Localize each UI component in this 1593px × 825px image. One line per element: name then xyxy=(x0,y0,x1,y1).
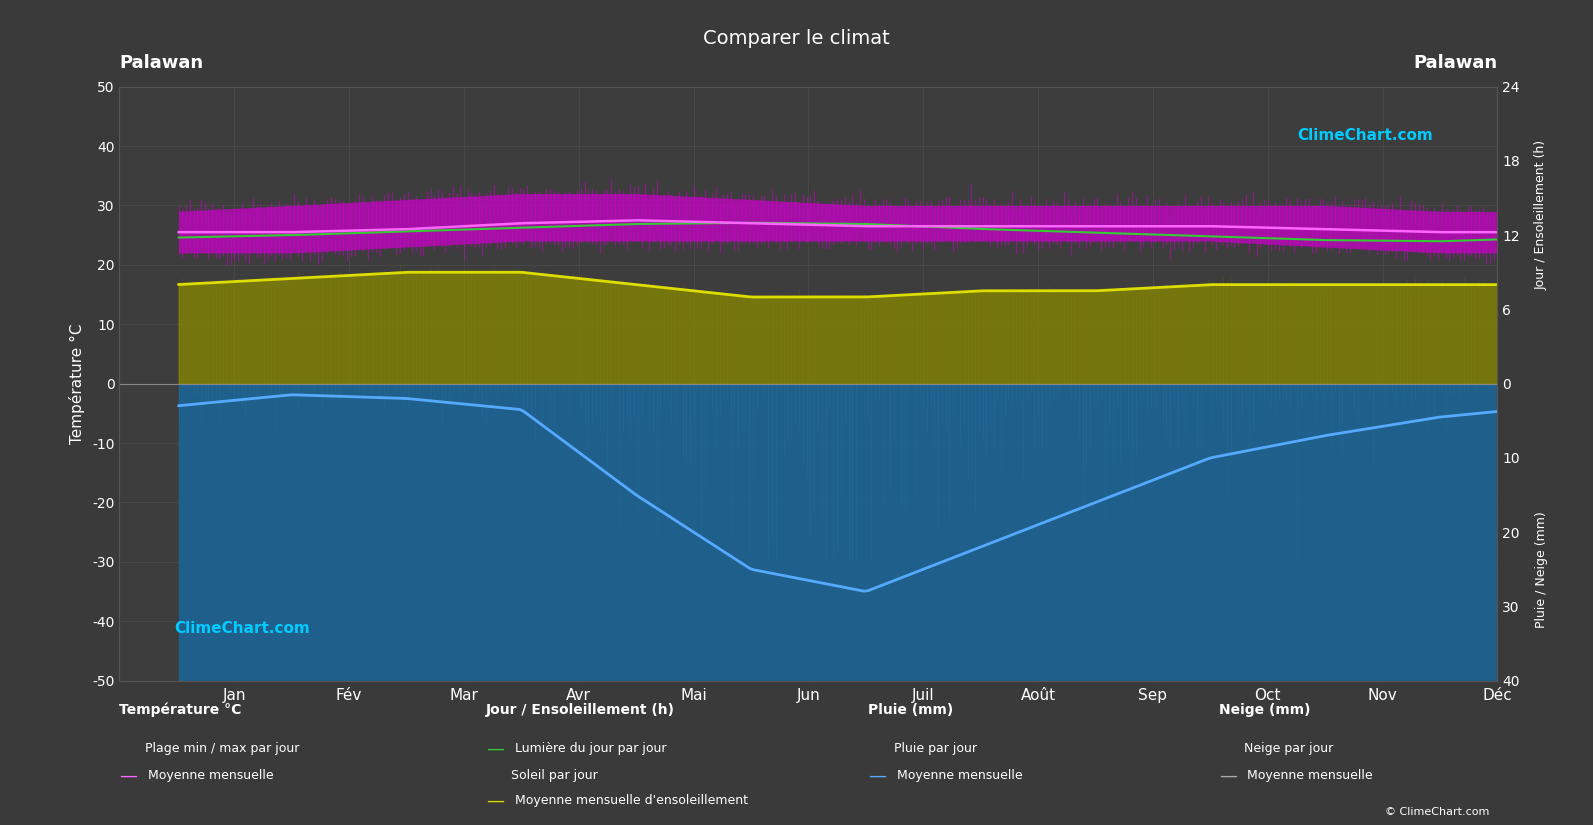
Text: Neige (mm): Neige (mm) xyxy=(1219,703,1309,717)
Text: Pluie / Neige (mm): Pluie / Neige (mm) xyxy=(1534,511,1548,628)
Text: Palawan: Palawan xyxy=(1413,54,1497,72)
Text: Température °C: Température °C xyxy=(119,702,242,717)
Text: —: — xyxy=(119,766,137,785)
Text: Jour / Ensoleillement (h): Jour / Ensoleillement (h) xyxy=(486,703,675,717)
Text: Comparer le climat: Comparer le climat xyxy=(703,29,890,48)
Text: —: — xyxy=(486,739,503,757)
Text: Plage min / max par jour: Plage min / max par jour xyxy=(145,742,299,755)
Text: Jour / Ensoleillement (h): Jour / Ensoleillement (h) xyxy=(1534,139,1548,290)
Text: Moyenne mensuelle: Moyenne mensuelle xyxy=(897,769,1023,782)
Text: —: — xyxy=(868,766,886,785)
Text: Moyenne mensuelle: Moyenne mensuelle xyxy=(1247,769,1373,782)
Text: —: — xyxy=(1219,766,1236,785)
Text: © ClimeChart.com: © ClimeChart.com xyxy=(1384,807,1489,817)
Text: —: — xyxy=(486,791,503,809)
Text: Lumière du jour par jour: Lumière du jour par jour xyxy=(515,742,666,755)
Text: Soleil par jour: Soleil par jour xyxy=(511,769,597,782)
Text: ClimeChart.com: ClimeChart.com xyxy=(1298,128,1434,144)
Y-axis label: Température °C: Température °C xyxy=(68,323,84,444)
Text: Moyenne mensuelle d'ensoleillement: Moyenne mensuelle d'ensoleillement xyxy=(515,794,747,807)
Text: Moyenne mensuelle: Moyenne mensuelle xyxy=(148,769,274,782)
Text: Pluie par jour: Pluie par jour xyxy=(894,742,977,755)
Text: Palawan: Palawan xyxy=(119,54,204,72)
Text: Pluie (mm): Pluie (mm) xyxy=(868,703,954,717)
Text: Neige par jour: Neige par jour xyxy=(1244,742,1333,755)
Text: ClimeChart.com: ClimeChart.com xyxy=(175,621,311,636)
